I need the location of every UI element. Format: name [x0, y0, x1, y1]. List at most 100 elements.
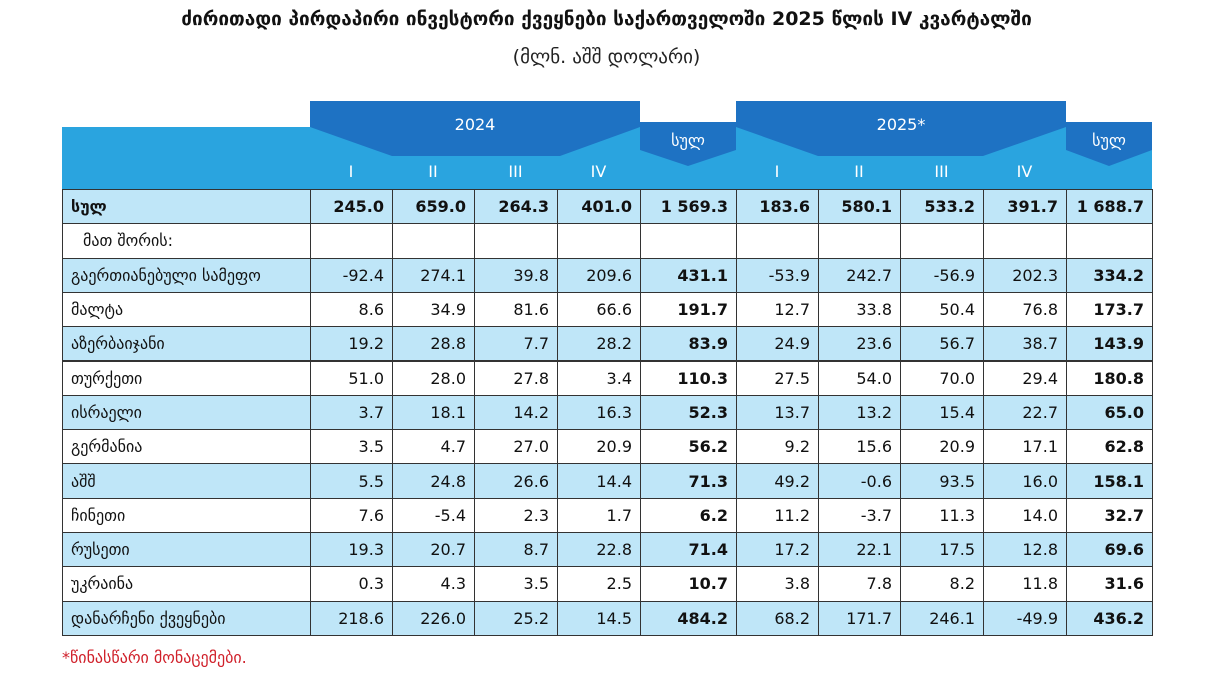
cell: 1 688.7 [1066, 189, 1153, 225]
cell: 20.9 [900, 429, 984, 465]
cell: 62.8 [1066, 429, 1153, 465]
quarter-header: II [428, 162, 438, 181]
cell: 12.7 [736, 291, 819, 328]
cell: 202.3 [983, 257, 1067, 293]
cell: 8.6 [310, 291, 393, 328]
cell: 23.6 [818, 326, 901, 362]
cell: -53.9 [736, 257, 819, 293]
cell: 401.0 [557, 189, 641, 225]
cell: 158.1 [1066, 463, 1153, 499]
cell: 10.7 [640, 566, 737, 602]
cell: 25.2 [474, 600, 558, 636]
cell: 3.5 [474, 566, 558, 602]
cell: 27.0 [474, 429, 558, 465]
cell: 27.8 [474, 360, 558, 396]
cell [983, 223, 1067, 259]
cell: -56.9 [900, 257, 984, 293]
cell: -3.7 [818, 497, 901, 533]
cell: 0.3 [310, 566, 393, 602]
cell: 11.8 [983, 566, 1067, 602]
cell: 51.0 [310, 360, 393, 396]
cell: 391.7 [983, 189, 1067, 225]
cell: 71.3 [640, 463, 737, 499]
cell: 50.4 [900, 291, 984, 328]
cell: 28.2 [557, 326, 641, 362]
cell: 580.1 [818, 189, 901, 225]
cell: 484.2 [640, 600, 737, 636]
cell: 11.3 [900, 497, 984, 533]
cell: 209.6 [557, 257, 641, 293]
cell: 20.7 [392, 532, 475, 568]
cell: 183.6 [736, 189, 819, 225]
cell: 242.7 [818, 257, 901, 293]
quarter-header: III [508, 162, 523, 181]
cell: 659.0 [392, 189, 475, 225]
cell: 7.6 [310, 497, 393, 533]
cell: 15.6 [818, 429, 901, 465]
cell: 31.6 [1066, 566, 1153, 602]
cell: 22.8 [557, 532, 641, 568]
cell: 4.7 [392, 429, 475, 465]
cell: 171.7 [818, 600, 901, 636]
cell: 76.8 [983, 291, 1067, 328]
cell: 246.1 [900, 600, 984, 636]
cell: 245.0 [310, 189, 393, 225]
cell: -5.4 [392, 497, 475, 533]
cell: 27.5 [736, 360, 819, 396]
row-label: რუსეთი [62, 532, 311, 568]
cell: 436.2 [1066, 600, 1153, 636]
cell [392, 223, 475, 259]
cell: 32.7 [1066, 497, 1153, 533]
cell [900, 223, 984, 259]
cell: 56.7 [900, 326, 984, 362]
cell: 33.8 [818, 291, 901, 328]
cell [310, 223, 393, 259]
row-label: აზერბაიჯანი [62, 326, 311, 362]
cell: 180.8 [1066, 360, 1153, 396]
cell: 274.1 [392, 257, 475, 293]
cell [474, 223, 558, 259]
footnote: *წინასწარი მონაცემები. [62, 648, 247, 667]
cell: 38.7 [983, 326, 1067, 362]
cell: 110.3 [640, 360, 737, 396]
header-tab [640, 122, 736, 166]
cell [557, 223, 641, 259]
cell [736, 223, 819, 259]
cell: 191.7 [640, 291, 737, 328]
cell: 431.1 [640, 257, 737, 293]
cell: 26.6 [474, 463, 558, 499]
cell: 65.0 [1066, 394, 1153, 431]
cell: 24.9 [736, 326, 819, 362]
cell [1066, 223, 1153, 259]
row-label: გაერთიანებული სამეფო [62, 257, 311, 293]
cell: 2.5 [557, 566, 641, 602]
cell: 3.4 [557, 360, 641, 396]
cell: 7.7 [474, 326, 558, 362]
quarter-header: I [774, 162, 780, 181]
cell: 218.6 [310, 600, 393, 636]
cell: 264.3 [474, 189, 558, 225]
header-tab [310, 101, 640, 156]
row-label: აშშ [62, 463, 311, 499]
cell: 39.8 [474, 257, 558, 293]
cell: 8.2 [900, 566, 984, 602]
cell: 533.2 [900, 189, 984, 225]
cell: 16.3 [557, 394, 641, 431]
header-tab [1066, 122, 1152, 166]
cell: 68.2 [736, 600, 819, 636]
cell: 17.2 [736, 532, 819, 568]
cell: 28.8 [392, 326, 475, 362]
cell: 49.2 [736, 463, 819, 499]
header-tab [736, 101, 1066, 156]
cell: 1.7 [557, 497, 641, 533]
cell: 3.5 [310, 429, 393, 465]
cell: 15.4 [900, 394, 984, 431]
cell: -92.4 [310, 257, 393, 293]
cell: 17.1 [983, 429, 1067, 465]
cell: 28.0 [392, 360, 475, 396]
cell: 14.2 [474, 394, 558, 431]
row-label: გერმანია [62, 429, 311, 465]
cell: 66.6 [557, 291, 641, 328]
cell: 70.0 [900, 360, 984, 396]
